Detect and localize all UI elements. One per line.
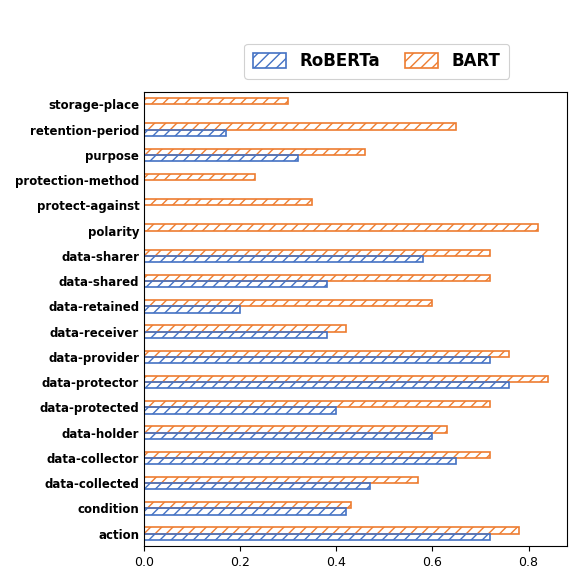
Bar [144, 433, 432, 439]
Bar [144, 281, 327, 287]
Bar [144, 256, 423, 262]
Bar [144, 199, 313, 206]
Bar [144, 224, 538, 231]
Bar [144, 307, 240, 312]
Bar [144, 275, 490, 281]
Legend: RoBERTa, BART: RoBERTa, BART [244, 44, 509, 79]
Bar [144, 357, 490, 363]
Bar [144, 527, 519, 534]
Bar [144, 351, 509, 357]
Bar [144, 250, 490, 256]
Bar [144, 174, 255, 180]
Bar [144, 451, 490, 458]
Bar [144, 477, 418, 483]
Bar [144, 426, 447, 433]
Bar [144, 130, 226, 135]
Bar [144, 325, 346, 332]
Bar [144, 123, 456, 130]
Bar [144, 408, 336, 413]
Bar [144, 458, 456, 464]
Bar [144, 509, 346, 515]
Bar [144, 401, 490, 408]
Bar [144, 300, 432, 307]
Bar [144, 502, 351, 509]
Bar [144, 483, 370, 489]
Bar [144, 155, 298, 161]
Bar [144, 382, 509, 388]
Bar [144, 332, 327, 338]
Bar [144, 98, 288, 105]
Bar [144, 376, 548, 382]
Bar [144, 149, 365, 155]
Bar [144, 534, 490, 540]
